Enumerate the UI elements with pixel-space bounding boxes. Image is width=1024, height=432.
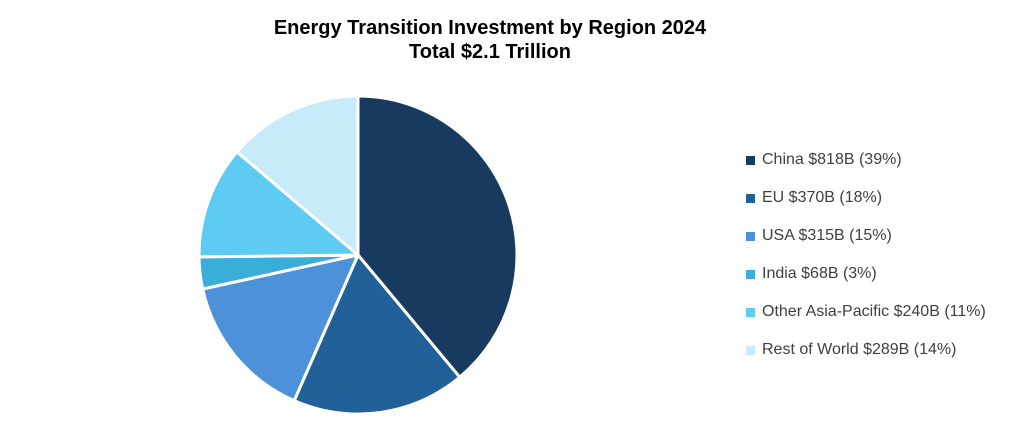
legend-swatch (746, 307, 755, 317)
legend-label: Other Asia-Pacific $240B (11%) (762, 303, 986, 320)
legend-swatch (746, 155, 755, 165)
chart-title: Energy Transition Investment by Region 2… (0, 16, 980, 64)
legend-label: China $818B (39%) (762, 151, 902, 168)
legend-label: India $68B (3%) (762, 265, 877, 282)
pie-slice-china (356, 94, 519, 379)
legend-swatch (746, 269, 755, 279)
legend-swatch (746, 231, 755, 241)
chart-title-line: Energy Transition Investment by Region 2… (273, 17, 707, 39)
legend-label: EU $370B (18%) (762, 189, 883, 206)
pie-slice-eu (292, 253, 462, 416)
legend-item-rest-of-world: Rest of World $289B (14%) (746, 336, 1021, 364)
pie-slice-usa (201, 253, 360, 403)
legend-swatch (746, 345, 755, 355)
chart-legend: China $818B (39%) EU $370B (18%) USA $31… (746, 146, 1021, 374)
legend-item-china: China $818B (39%) (746, 146, 1021, 174)
legend-item-eu: EU $370B (18%) (746, 184, 1021, 212)
pie-slice-other-asia-pacific (197, 150, 360, 259)
legend-item-india: India $68B (3%) (746, 260, 1021, 288)
legend-swatch (746, 193, 755, 203)
legend-item-usa: USA $315B (15%) (746, 222, 1021, 250)
pie-slice-rest-of-world (235, 94, 360, 257)
chart-subtitle: Total $2.1 Trillion (409, 41, 571, 63)
legend-item-other-asia-pacific: Other Asia-Pacific $240B (11%) (746, 298, 1021, 326)
legend-label: Rest of World $289B (14%) (762, 341, 957, 358)
legend-label: USA $315B (15%) (762, 227, 892, 244)
